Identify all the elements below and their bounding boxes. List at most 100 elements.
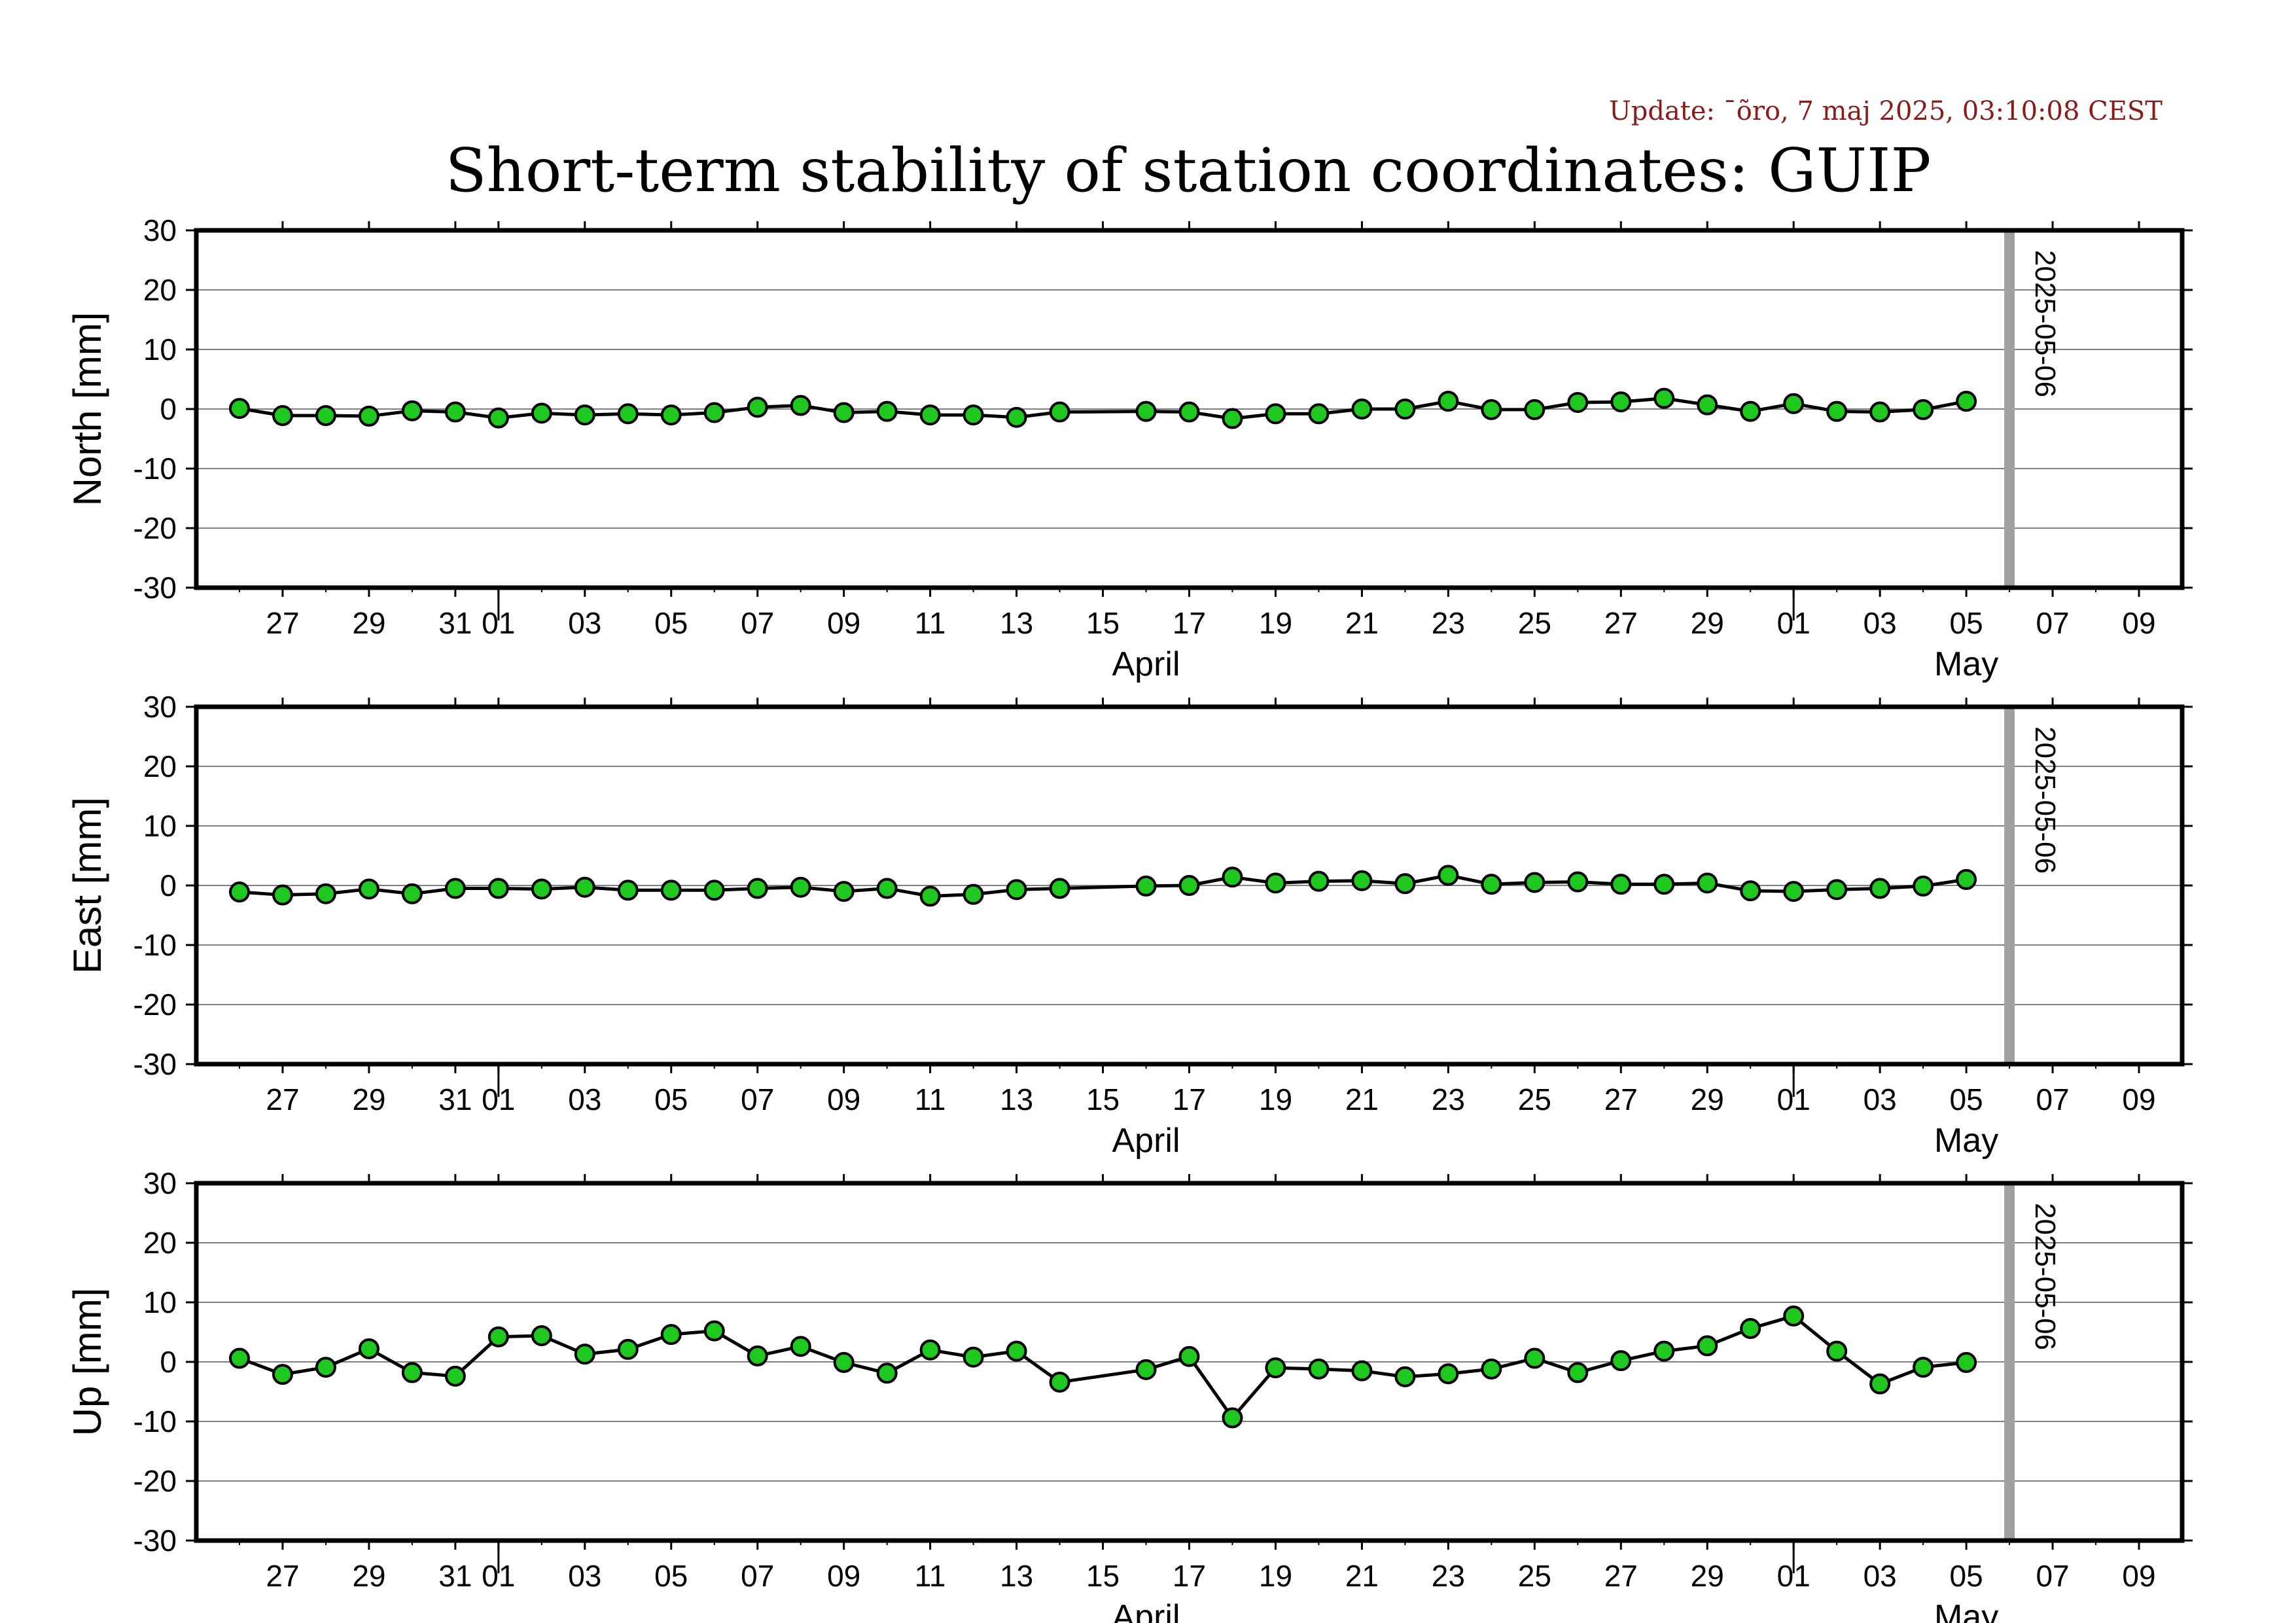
x-tick-label: 27 xyxy=(266,1559,299,1593)
data-point xyxy=(487,1326,509,1347)
data-point xyxy=(272,1364,293,1385)
x-tick-label: 11 xyxy=(915,1559,946,1593)
data-point xyxy=(1956,391,1977,412)
data-point xyxy=(1826,1340,1848,1362)
x-tick-label: 27 xyxy=(1604,1559,1638,1593)
data-point xyxy=(660,1324,682,1346)
x-tick-label: 09 xyxy=(2122,1559,2155,1593)
data-point xyxy=(574,876,595,898)
data-point xyxy=(574,404,595,426)
data-point xyxy=(747,878,768,899)
x-tick-label: 15 xyxy=(1086,1559,1120,1593)
data-point xyxy=(1135,1359,1157,1380)
data-point xyxy=(444,1365,466,1387)
data-point xyxy=(1481,874,1502,895)
y-tick-label: -20 xyxy=(133,1464,177,1498)
y-tick-label: -30 xyxy=(133,571,177,605)
data-point xyxy=(1913,399,1934,420)
data-point xyxy=(1178,875,1200,896)
data-point xyxy=(963,1346,984,1368)
data-point xyxy=(1869,1373,1891,1395)
data-point xyxy=(1438,865,1459,886)
x-tick-label: 27 xyxy=(266,1082,299,1116)
data-point xyxy=(272,884,293,906)
y-tick-label: 10 xyxy=(143,1285,177,1319)
x-tick-label: 25 xyxy=(1518,606,1551,640)
y-tick-label: -30 xyxy=(133,1524,177,1558)
x-tick-label: 23 xyxy=(1432,606,1465,640)
data-point xyxy=(1524,872,1545,893)
data-point xyxy=(1653,387,1675,409)
x-tick-label: 09 xyxy=(2122,1082,2155,1116)
x-tick-label: 13 xyxy=(1000,1559,1033,1593)
x-tick-label: 13 xyxy=(1000,1082,1033,1116)
month-label: May xyxy=(1934,645,1998,683)
data-point xyxy=(833,402,855,423)
data-point xyxy=(1653,1340,1675,1362)
data-point xyxy=(1956,1351,1977,1373)
data-point xyxy=(1869,401,1891,423)
data-point xyxy=(1308,403,1330,425)
month-label: April xyxy=(1112,1122,1180,1160)
data-point xyxy=(401,1362,423,1383)
data-point xyxy=(660,404,682,426)
data-point xyxy=(703,880,725,901)
data-point xyxy=(963,404,984,426)
x-tick-label: 15 xyxy=(1086,606,1120,640)
y-tick-label: -20 xyxy=(133,988,177,1022)
data-point xyxy=(833,881,855,902)
x-tick-label: 03 xyxy=(1863,606,1897,640)
data-point xyxy=(703,1320,725,1342)
y-tick-label: -10 xyxy=(133,1404,177,1438)
data-point xyxy=(1351,1360,1373,1382)
y-tick-label: 20 xyxy=(143,273,177,307)
x-tick-label: 17 xyxy=(1173,1082,1206,1116)
x-tick-label: 15 xyxy=(1086,1082,1120,1116)
data-point xyxy=(1740,880,1761,902)
data-point xyxy=(487,407,509,429)
data-point xyxy=(531,402,552,424)
x-tick-label: 29 xyxy=(1691,1082,1724,1116)
data-point xyxy=(1265,872,1286,894)
plot-frame xyxy=(194,1181,2185,1543)
x-tick-label: 05 xyxy=(1950,1559,1983,1593)
data-point xyxy=(228,1347,250,1369)
data-point xyxy=(531,878,552,900)
series-line xyxy=(239,1314,1967,1421)
data-point xyxy=(876,878,898,899)
y-tick-label: -10 xyxy=(133,452,177,486)
data-point xyxy=(1049,1371,1070,1393)
data-point xyxy=(487,878,509,899)
y-axis-title: East [mm] xyxy=(65,797,109,974)
data-point xyxy=(617,403,639,425)
data-point xyxy=(1135,875,1157,897)
data-point xyxy=(1049,401,1070,423)
data-point xyxy=(1394,399,1416,419)
data-point xyxy=(1006,1340,1027,1362)
data-point xyxy=(1308,1358,1330,1380)
data-point xyxy=(1610,1350,1632,1372)
data-point xyxy=(531,1325,552,1346)
x-tick-label: 29 xyxy=(352,1559,385,1593)
data-point xyxy=(1265,403,1286,425)
x-tick-label: 03 xyxy=(1863,1559,1897,1593)
data-point xyxy=(1394,1366,1416,1387)
plot-frame xyxy=(194,228,2185,590)
x-tick-label: 27 xyxy=(1604,606,1638,640)
data-point xyxy=(1869,878,1891,899)
data-point xyxy=(1006,879,1027,901)
data-point xyxy=(1913,875,1934,897)
y-tick-label: 0 xyxy=(160,868,177,902)
x-tick-label: 07 xyxy=(741,606,774,640)
x-tick-label: 03 xyxy=(568,1559,601,1593)
data-point xyxy=(358,878,380,900)
x-tick-label: 03 xyxy=(1863,1082,1897,1116)
data-point xyxy=(1135,401,1157,422)
data-point xyxy=(1913,1357,1934,1378)
x-tick-label: 07 xyxy=(2036,606,2069,640)
y-tick-label: 30 xyxy=(143,213,177,247)
y-tick-label: -10 xyxy=(133,928,177,962)
